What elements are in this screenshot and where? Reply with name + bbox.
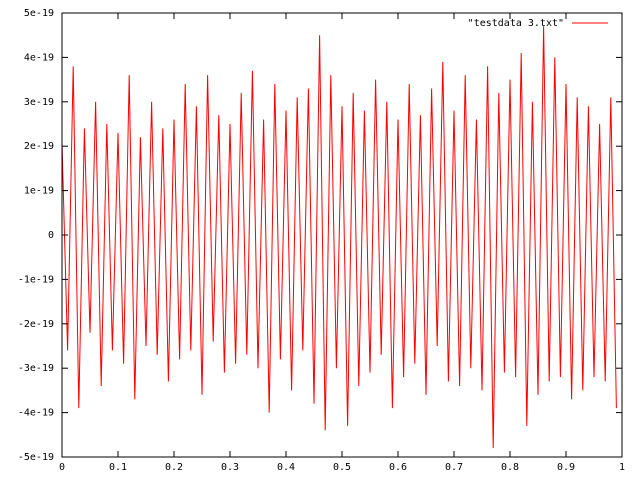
y-tick-label: 5e-19: [24, 8, 54, 19]
x-tick-label: 0.8: [501, 462, 519, 473]
y-tick-label: -2e-19: [18, 319, 54, 330]
y-tick-label: -1e-19: [18, 274, 54, 285]
x-tick-label: 0.5: [333, 462, 351, 473]
x-tick-label: 0.7: [445, 462, 463, 473]
y-tick-label: 1e-19: [24, 186, 54, 197]
y-tick-label: -5e-19: [18, 452, 54, 463]
y-tick-label: 2e-19: [24, 141, 54, 152]
y-tick-label: 0: [48, 230, 54, 241]
x-tick-label: 0.4: [277, 462, 295, 473]
y-tick-label: -3e-19: [18, 363, 54, 374]
legend-label: "testdata 3.txt": [468, 18, 564, 29]
y-tick-label: -4e-19: [18, 408, 54, 419]
x-tick-label: 0: [59, 462, 65, 473]
x-tick-label: 0.1: [109, 462, 127, 473]
data-line: [61, 26, 617, 449]
x-tick-label: 0.6: [389, 462, 407, 473]
x-tick-label: 0.2: [165, 462, 183, 473]
y-tick-label: 4e-19: [24, 52, 54, 63]
y-tick-label: 3e-19: [24, 97, 54, 108]
x-tick-label: 0.9: [557, 462, 575, 473]
x-tick-label: 0.3: [221, 462, 239, 473]
x-tick-label: 1: [619, 462, 625, 473]
